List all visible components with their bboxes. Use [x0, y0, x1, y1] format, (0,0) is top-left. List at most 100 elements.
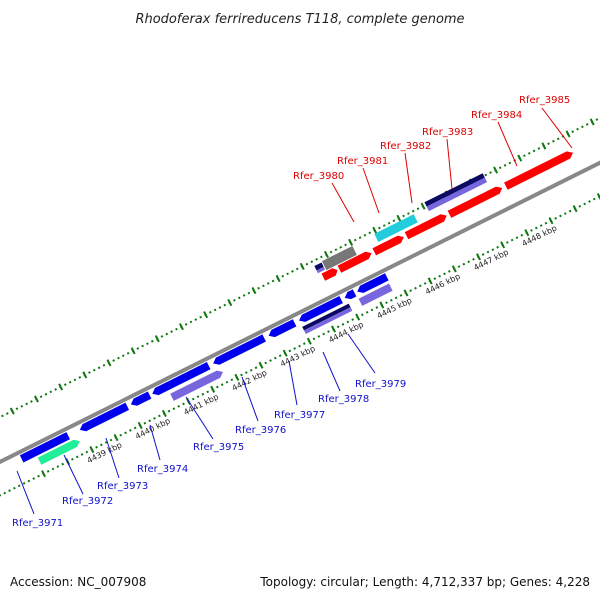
gene-rfer-3981-gray-block[interactable] — [321, 245, 357, 271]
inner-row-minor-tick — [351, 318, 355, 321]
gene-rfer-3982-arrow[interactable] — [372, 233, 406, 256]
gene-rfer-3983-arrow[interactable] — [404, 212, 449, 240]
gene-label-rfer-3982[interactable]: Rfer_3982 — [380, 141, 431, 152]
inner-row-minor-tick — [418, 284, 422, 288]
outer-row-minor-tick — [498, 166, 502, 170]
gene-label-rfer-3974[interactable]: Rfer_3974 — [137, 464, 188, 475]
outer-row-major-tick — [517, 154, 523, 162]
outer-row-minor-tick — [63, 383, 67, 386]
gene-label-rfer-3984[interactable]: Rfer_3984 — [471, 110, 522, 121]
outer-row-minor-tick — [286, 272, 289, 276]
gene-label-rfer-3977[interactable]: Rfer_3977 — [274, 410, 325, 421]
outer-row-minor-tick — [189, 320, 193, 324]
outer-row-major-tick — [299, 262, 305, 271]
callout-rfer-3981 — [362, 167, 380, 214]
gene-label-rfer-3979[interactable]: Rfer_3979 — [355, 379, 406, 390]
inner-row-minor-tick — [539, 224, 543, 227]
gene-rfer-3977-arrow[interactable] — [297, 296, 343, 324]
inner-row-minor-tick — [288, 349, 292, 353]
gene-label-rfer-3973[interactable]: Rfer_3973 — [97, 481, 148, 492]
inner-row-major-tick — [89, 446, 95, 454]
gene-rfer-3985-arrow[interactable] — [504, 149, 575, 190]
gene-rfer-3974-arrow[interactable] — [151, 362, 211, 397]
gene-rfer-3984-navy-block[interactable] — [424, 173, 485, 207]
gene-rfer-3977-lavender-block[interactable] — [303, 307, 353, 334]
gene-label-rfer-3976[interactable]: Rfer_3976 — [235, 425, 286, 436]
callout-rfer-3976 — [241, 376, 259, 422]
gene-label-rfer-3975[interactable]: Rfer_3975 — [193, 442, 244, 453]
outer-row-minor-tick — [508, 161, 512, 165]
gene-rfer-3975-arrow[interactable] — [211, 334, 266, 367]
gene-rfer-3978-arrow[interactable] — [343, 289, 357, 301]
outer-row-minor-tick — [392, 219, 396, 223]
outer-row-major-tick — [9, 407, 15, 415]
outer-row-minor-tick — [39, 395, 43, 399]
gene-label-rfer-3985[interactable]: Rfer_3985 — [519, 95, 570, 106]
outer-row-minor-tick — [339, 245, 343, 249]
inner-row-minor-tick — [302, 342, 306, 345]
gene-rfer-3971-arrow[interactable] — [19, 432, 70, 463]
gene-rfer-3979-lavender-block[interactable] — [358, 283, 393, 306]
inner-row-minor-tick — [389, 298, 393, 302]
inner-row-minor-tick — [481, 253, 485, 256]
gene-rfer-3980-navy-block[interactable] — [314, 262, 324, 271]
inner-row-minor-tick — [409, 289, 412, 292]
map-title: Rhodoferax ferrireducens T118, complete … — [135, 12, 464, 27]
outer-row-minor-tick — [271, 279, 275, 283]
outer-row-minor-tick — [556, 137, 560, 141]
gene-rfer-3984-arrow[interactable] — [447, 184, 504, 218]
inner-row-minor-tick — [182, 402, 185, 406]
callout-rfer-3983 — [446, 138, 453, 190]
inner-row-major-tick — [137, 421, 143, 430]
gene-rfer-3973-arrow[interactable] — [129, 391, 152, 409]
inner-row-major-tick — [548, 217, 554, 225]
gene-label-rfer-3972[interactable]: Rfer_3972 — [62, 496, 113, 507]
gene-label-rfer-3971[interactable]: Rfer_3971 — [12, 518, 63, 529]
inner-row-major-tick — [500, 241, 506, 249]
callout-rfer-3977 — [288, 360, 298, 406]
inner-row-minor-tick — [293, 347, 297, 350]
outer-row-minor-tick — [489, 171, 492, 174]
gene-label-rfer-3981[interactable]: Rfer_3981 — [337, 156, 388, 167]
gene-rfer-3971-block[interactable] — [37, 437, 82, 465]
outer-row-minor-tick — [54, 388, 57, 391]
inner-row-minor-tick — [27, 479, 31, 483]
gene-rfer-3974-lavender-block[interactable] — [170, 368, 225, 401]
outer-row-minor-tick — [503, 164, 507, 167]
gene-label-rfer-3980[interactable]: Rfer_3980 — [293, 171, 344, 182]
inner-row-minor-tick — [269, 359, 272, 362]
outer-row-minor-tick — [527, 151, 531, 155]
inner-row-minor-tick — [220, 383, 224, 386]
inner-row-minor-tick — [365, 310, 369, 314]
inner-row-minor-tick — [153, 417, 156, 420]
outer-row-minor-tick — [213, 308, 217, 312]
gene-rfer-3972-arrow[interactable] — [78, 402, 130, 434]
gene-rfer-3979-arrow[interactable] — [355, 273, 389, 295]
kbp-label: 4445 kbp — [376, 296, 414, 321]
gene-rfer-3976-arrow[interactable] — [267, 319, 297, 339]
inner-row-minor-tick — [225, 380, 229, 384]
gene-rfer-3983-cyan-block[interactable] — [374, 214, 418, 242]
callout-rfer-3978 — [322, 351, 341, 392]
gene-label-rfer-3983[interactable]: Rfer_3983 — [422, 127, 473, 138]
inner-row-minor-tick — [588, 200, 591, 203]
inner-row-minor-tick — [370, 308, 374, 312]
gene-rfer-3977-navy-block[interactable] — [302, 303, 351, 331]
inner-row-minor-tick — [46, 470, 50, 473]
gene-label-rfer-3978[interactable]: Rfer_3978 — [318, 394, 369, 405]
outer-row-minor-tick — [68, 380, 72, 384]
top-gene-labels: Rfer_3980 Rfer_3981 Rfer_3982 Rfer_3983 … — [293, 95, 570, 182]
inner-row-minor-tick — [80, 453, 84, 456]
outer-row-minor-tick — [223, 303, 227, 307]
gene-rfer-3981-arrow[interactable] — [337, 250, 374, 273]
inner-row-minor-tick — [119, 433, 123, 437]
gene-rfer-3980-arrow[interactable] — [321, 266, 339, 281]
gene-rfer-3984-lavender-block[interactable] — [426, 177, 488, 212]
outer-row-major-tick — [251, 286, 257, 295]
inner-row-minor-tick — [346, 320, 350, 324]
kbp-label: 4440 kbp — [134, 416, 172, 441]
outer-row-minor-tick — [1, 414, 4, 418]
outer-row-minor-tick — [329, 250, 333, 254]
gene-rfer-3980-lavender-block[interactable] — [316, 266, 326, 274]
inner-row-minor-tick — [254, 366, 258, 370]
